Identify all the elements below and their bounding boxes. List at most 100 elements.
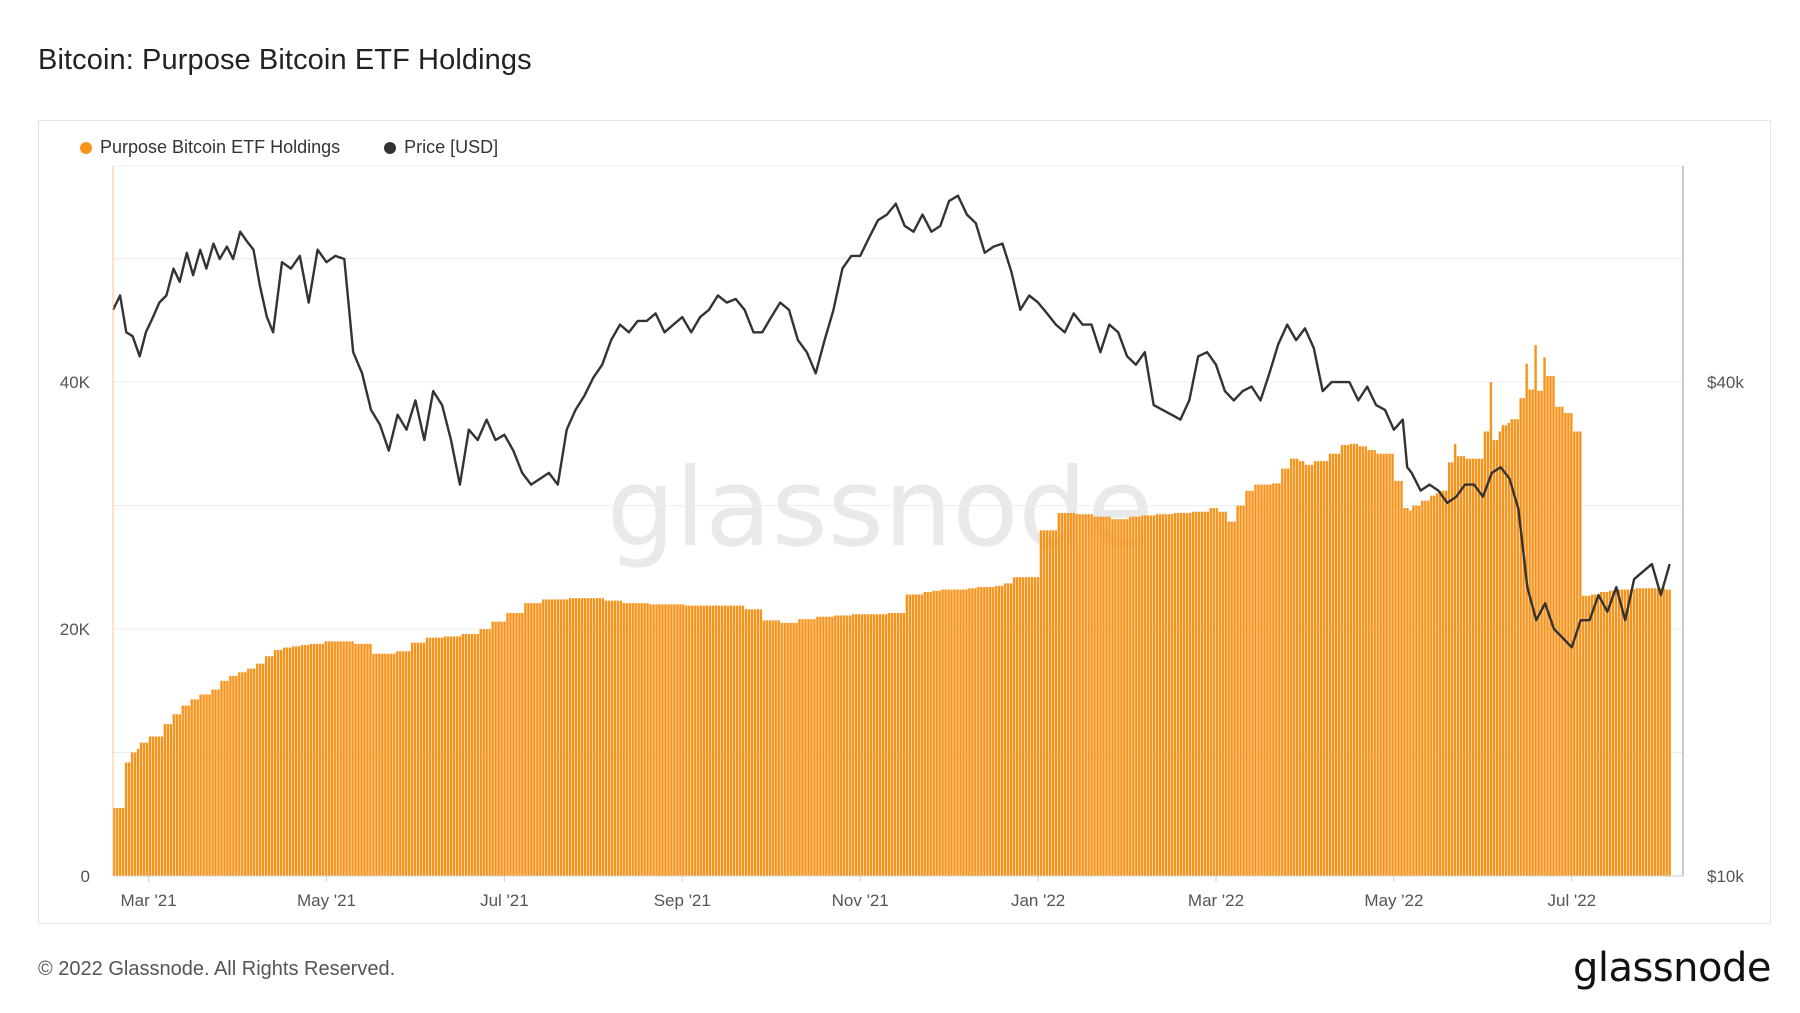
holdings-bar	[1298, 461, 1302, 876]
holdings-bar	[1069, 512, 1072, 876]
holdings-bar	[1570, 412, 1573, 876]
holdings-bar	[273, 650, 277, 876]
holdings-bar	[399, 651, 402, 876]
holdings-bar	[1251, 490, 1254, 876]
holdings-bar	[834, 615, 837, 876]
holdings-bar	[884, 614, 888, 876]
holdings-bar	[1349, 443, 1353, 876]
holdings-bar	[1591, 594, 1594, 876]
holdings-bar	[193, 699, 196, 876]
holdings-bar	[1227, 521, 1230, 876]
holdings-bar	[1102, 516, 1105, 876]
holdings-bar	[422, 642, 426, 876]
holdings-bar	[625, 603, 628, 876]
holdings-bar	[1361, 446, 1364, 876]
holdings-bar	[223, 680, 226, 876]
holdings-bar	[1576, 431, 1579, 876]
holdings-bar	[1254, 484, 1257, 876]
chart-title: Bitcoin: Purpose Bitcoin ETF Holdings	[38, 44, 532, 76]
holdings-bar	[1233, 521, 1236, 876]
holdings-bar	[1334, 453, 1338, 876]
holdings-bar	[893, 612, 897, 876]
holdings-bar	[592, 598, 596, 876]
holdings-bar	[375, 653, 378, 876]
holdings-bar	[1245, 490, 1248, 876]
holdings-bar	[956, 589, 959, 876]
holdings-bar	[911, 594, 914, 876]
holdings-bar	[416, 642, 420, 876]
holdings-bar	[387, 653, 390, 876]
holdings-bar	[944, 589, 947, 876]
holdings-bar	[732, 605, 736, 876]
holdings-bar	[875, 614, 879, 876]
holdings-bar	[837, 615, 840, 876]
holdings-bar	[1504, 425, 1507, 876]
holdings-bar	[264, 656, 268, 876]
holdings-bar	[241, 672, 244, 876]
holdings-bar	[771, 620, 774, 876]
holdings-bar	[1629, 589, 1633, 876]
holdings-bar	[950, 589, 953, 876]
holdings-bar	[795, 622, 798, 876]
holdings-bar	[664, 604, 667, 876]
holdings-bar	[202, 694, 205, 876]
holdings-bar	[539, 603, 542, 876]
holdings-bar	[1626, 589, 1630, 876]
holdings-bar	[473, 633, 476, 876]
holdings-bar	[1319, 461, 1323, 876]
holdings-bar	[1150, 515, 1153, 876]
holdings-bar	[190, 699, 193, 876]
holdings-bar	[220, 680, 223, 876]
holdings-bar	[792, 622, 795, 876]
holdings-bar	[1588, 595, 1591, 876]
holdings-bar	[983, 587, 986, 876]
holdings-bar	[735, 605, 739, 876]
legend-item-price[interactable]: Price [USD]	[384, 137, 498, 158]
holdings-bar	[1147, 515, 1150, 876]
holdings-bar	[1296, 458, 1299, 876]
holdings-bar	[315, 643, 319, 876]
holdings-bar	[971, 588, 974, 876]
legend-item-holdings[interactable]: Purpose Bitcoin ETF Holdings	[80, 137, 340, 158]
holdings-bar	[1608, 590, 1612, 876]
holdings-bar	[1030, 577, 1034, 876]
holdings-bar	[649, 604, 652, 876]
holdings-bar	[1585, 595, 1588, 876]
holdings-bar	[1450, 462, 1454, 876]
holdings-bar	[929, 592, 932, 876]
holdings-bar	[464, 633, 468, 876]
holdings-bar	[807, 619, 810, 876]
holdings-bar	[282, 647, 286, 876]
holdings-bar	[571, 598, 575, 876]
holdings-bar	[1066, 512, 1069, 876]
brand-logo: glassnode	[1572, 945, 1772, 991]
holdings-bar	[148, 736, 152, 876]
holdings-bar	[1287, 468, 1290, 876]
holdings-bar	[1126, 519, 1129, 876]
holdings-bar	[527, 603, 530, 876]
holdings-bar	[452, 636, 456, 876]
holdings-bar	[1206, 511, 1209, 876]
holdings-bar	[1447, 462, 1451, 876]
price-line-group	[111, 194, 1671, 649]
holdings-bar	[488, 629, 491, 876]
holdings-bar	[1525, 363, 1528, 876]
holdings-bar	[1516, 419, 1519, 876]
holdings-bar	[1427, 500, 1430, 876]
holdings-bar	[1489, 382, 1493, 876]
holdings-bar	[1471, 458, 1475, 876]
holdings-bar	[1033, 577, 1037, 876]
holdings-bar	[509, 612, 512, 876]
holdings-bar	[869, 614, 873, 876]
holdings-bar	[1224, 511, 1227, 876]
holdings-bar	[1284, 468, 1287, 876]
holdings-bar	[926, 592, 929, 876]
holdings-bar	[1248, 490, 1251, 876]
holdings-bar	[589, 598, 593, 876]
holdings-bar	[691, 605, 694, 876]
holdings-bar	[327, 641, 330, 876]
holdings-bar	[1325, 461, 1329, 876]
holdings-bar	[554, 599, 557, 876]
holdings-bar	[1343, 445, 1347, 876]
holdings-bar	[330, 641, 333, 876]
